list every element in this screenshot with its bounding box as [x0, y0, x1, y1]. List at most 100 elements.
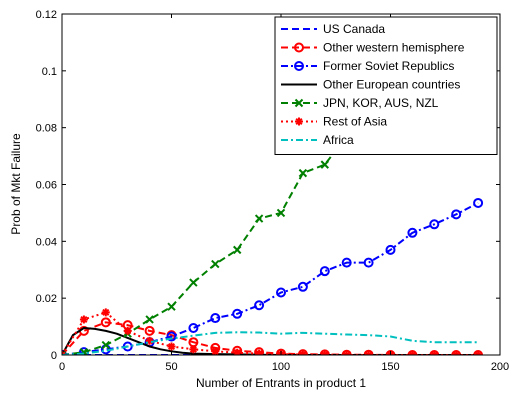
legend-swatch-marker-6 [295, 117, 303, 126]
series-6-point-17-ray-1 [408, 351, 414, 355]
series-3-point-16 [385, 244, 396, 255]
legend-swatch-marker-2 [294, 42, 304, 53]
series-6-point-19-ray-3 [454, 351, 460, 355]
series-3-point-7 [188, 323, 199, 334]
series-6-point-16-ray-3 [389, 351, 395, 355]
legend-label-7: Africa [323, 133, 354, 147]
series-6-point-20 [474, 351, 483, 355]
series-5-point-8-stroke-b [211, 259, 220, 269]
y-axis-label: Prob of Mkt Failure [9, 133, 23, 235]
series-3-point-10 [254, 300, 265, 311]
series-6-point-16-ray-1 [386, 351, 392, 355]
series-6-point-20-ray-3 [476, 351, 482, 355]
legend-swatch-marker-5 [294, 98, 304, 108]
series-6-point-12-ray-3 [300, 350, 307, 355]
series-3-point-9 [232, 308, 243, 319]
series-6-point-2 [79, 315, 88, 324]
legend-label-1: US Canada [323, 22, 385, 36]
legend-label-5: JPN, KOR, AUS, NZL [323, 96, 439, 110]
x-tick-label: 200 [491, 361, 509, 373]
series-3-point-11 [276, 287, 286, 298]
series-6-point-18-ray-3 [432, 351, 438, 355]
series-3-point-20 [473, 197, 484, 208]
y-tick-label: 0.1 [42, 66, 57, 78]
series-5-point-6-stroke-b [167, 302, 176, 311]
y-tick-label: 0 [51, 350, 57, 362]
series-5-point-8 [211, 259, 220, 269]
series-3-point-8 [210, 313, 221, 324]
series-5-point-11 [276, 208, 286, 218]
series-6-point-4 [123, 326, 132, 335]
series-6-point-20-ray-1 [474, 351, 480, 355]
series-5-point-9 [232, 245, 242, 255]
axes-layer: 0 50 100 150 200 0 0.02 0.04 0.06 0.08 0.1 0.12 [36, 9, 509, 373]
series-3-point-12 [297, 281, 308, 292]
series-3-point-18 [429, 219, 440, 230]
series-6-point-8 [211, 347, 220, 355]
y-tick-label: 0.08 [36, 123, 57, 135]
series-5-point-9-stroke-b [232, 245, 242, 255]
y-tick-label: 0.02 [36, 293, 57, 305]
series-6-point-12 [298, 350, 307, 355]
series-6-point-14-ray-3 [345, 351, 351, 355]
series-5-point-7 [189, 278, 198, 287]
series-6-point-19 [452, 351, 461, 355]
x-tick-label: 150 [381, 361, 399, 373]
series-5-point-7-stroke-b [189, 278, 198, 287]
series-6-point-15-ray-1 [365, 351, 371, 355]
series-5-point-11-stroke-b [276, 208, 286, 218]
legend-swatch-marker-3 [294, 61, 304, 71]
series-6-point-17 [408, 351, 417, 355]
series-6-point-7 [189, 345, 198, 354]
series-6-point-15 [364, 351, 373, 355]
series-5-point-12 [298, 168, 308, 178]
series-6-point-2-ray-3 [80, 315, 88, 324]
series-6-point-18-ray-1 [430, 351, 436, 355]
legend-swatch-marker-5-stroke-b [294, 98, 304, 108]
series-2-point-5 [144, 325, 155, 336]
series-6-point-1 [62, 351, 66, 355]
series-5-point-13-stroke-b [320, 160, 330, 169]
legend-label-4: Other European countries [323, 78, 460, 92]
series-2-point-10 [254, 347, 265, 355]
series-3-point-15 [363, 257, 374, 268]
series-5-point-10 [254, 214, 264, 223]
series-5-point-6 [167, 302, 176, 311]
series-6-point-14-ray-1 [343, 351, 349, 355]
y-tick-label: 0.06 [36, 180, 57, 192]
series-2-point-3 [100, 317, 111, 328]
series-5-point-12-stroke-b [298, 168, 308, 178]
series-6-point-4-ray-3 [124, 327, 132, 335]
series-6-point-7-ray-3 [189, 345, 197, 353]
series-3-point-17 [407, 227, 418, 238]
x-tick-label: 50 [165, 361, 177, 373]
series-7-line [62, 331, 479, 355]
series-7 [62, 331, 479, 355]
series-6-point-19-ray-1 [452, 351, 458, 355]
legend-swatch-marker-6-ray-3 [295, 117, 303, 126]
y-tick-label: 0.12 [36, 9, 57, 21]
series-5-point-10-stroke-b [254, 214, 264, 223]
series-5-point-5 [145, 315, 154, 324]
series-6-point-8-ray-3 [211, 347, 219, 355]
x-axis-label: Number of Entrants in product 1 [196, 376, 366, 390]
series-5-point-5-stroke-b [145, 315, 154, 324]
x-tick-label: 100 [272, 361, 290, 373]
series-5-point-3-stroke-b [101, 340, 111, 350]
legend-box [274, 16, 498, 155]
series-3-point-14 [341, 257, 352, 268]
series-6-point-10-ray-3 [256, 350, 263, 355]
series-5-point-13 [320, 160, 330, 169]
series-3-point-19 [451, 209, 462, 220]
series-6-point-3-ray-3 [102, 308, 110, 316]
series-3-point-13 [319, 266, 330, 277]
series-6-point-17-ray-3 [410, 351, 416, 355]
series-6-point-14 [342, 351, 351, 355]
series-6-point-6-ray-3 [167, 342, 176, 351]
series-3-point-6 [166, 331, 177, 342]
legend-label-6: Rest of Asia [323, 115, 387, 129]
series-6-point-3 [101, 308, 110, 317]
x-tick-label: 0 [59, 361, 65, 373]
series-6-point-6 [167, 342, 176, 351]
